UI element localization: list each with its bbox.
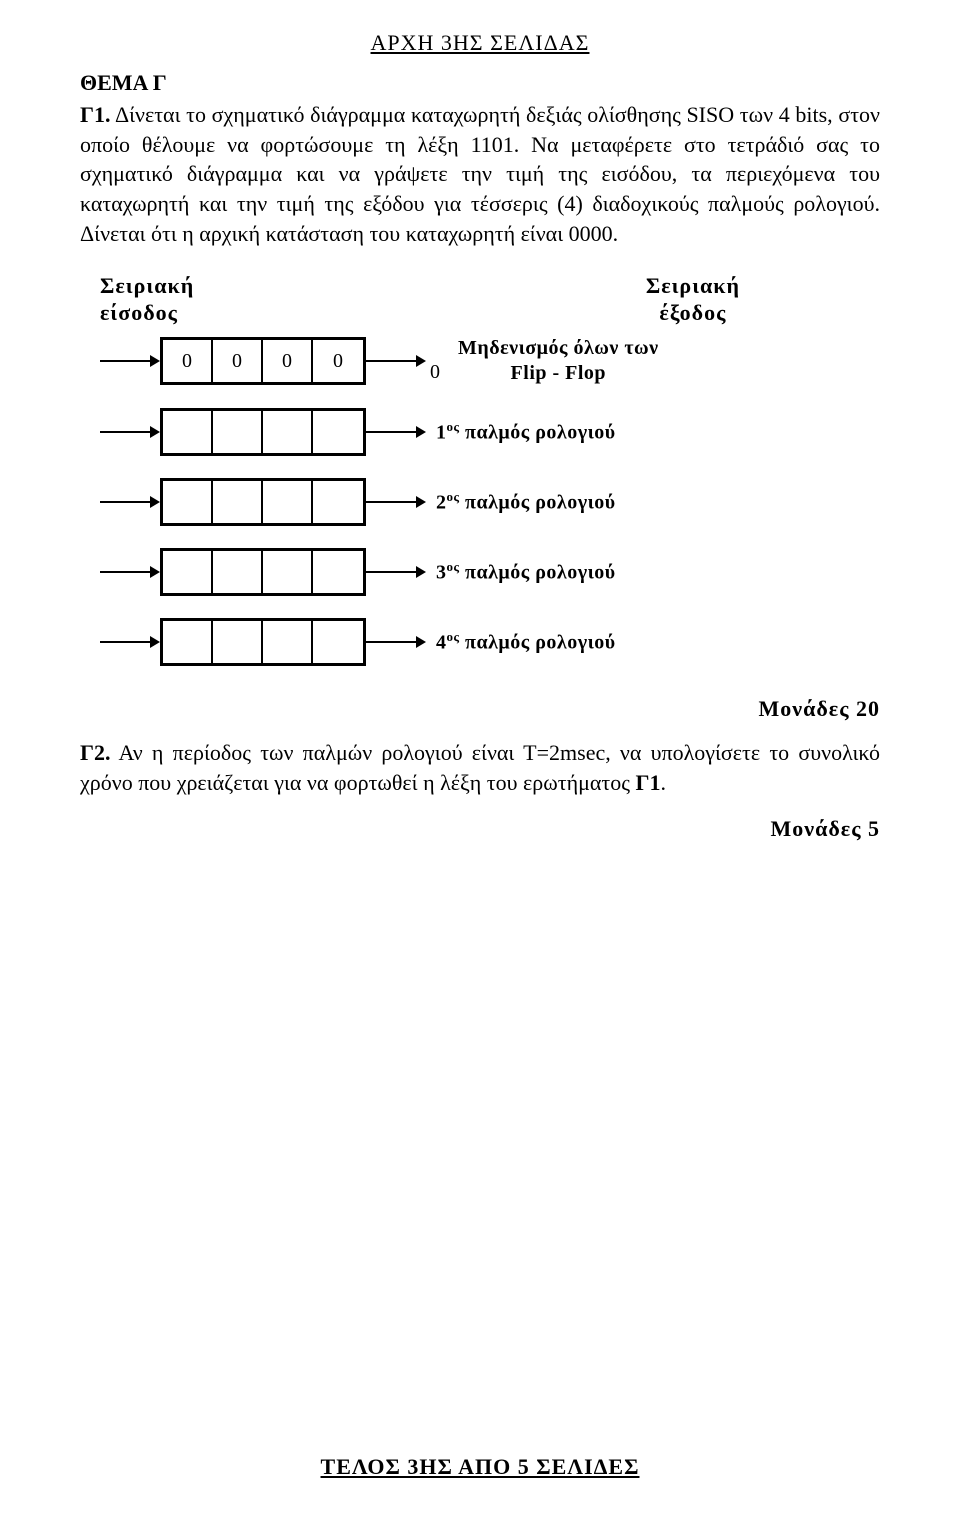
row-label-sup: ος bbox=[447, 629, 460, 644]
page-header: ΑΡΧΗ 3ΗΣ ΣΕΛΙΔΑΣ bbox=[80, 30, 880, 56]
row-label-rest: παλμός ρολογιού bbox=[459, 632, 615, 654]
row-label-ord: 3 bbox=[436, 562, 447, 584]
register-row: 2ος παλμός ρολογιού bbox=[100, 478, 880, 526]
output-value: 0 bbox=[430, 361, 440, 386]
register-box bbox=[160, 548, 366, 596]
g2-paragraph: Γ2. Αν η περίοδος των παλμών ρολογιού εί… bbox=[80, 738, 880, 797]
register-cell bbox=[213, 411, 263, 453]
row-label-rest: παλμός ρολογιού bbox=[459, 562, 615, 584]
row-label: 4ος παλμός ρολογιού bbox=[436, 629, 616, 655]
g2-label: Γ2. bbox=[80, 740, 111, 765]
register-cell: 0 bbox=[313, 340, 363, 382]
register-row: 1ος παλμός ρολογιού bbox=[100, 408, 880, 456]
register-row: 4ος παλμός ρολογιού bbox=[100, 618, 880, 666]
row-label-line2: Flip - Flop bbox=[458, 361, 659, 386]
g1-paragraph: Γ1. Δίνεται το σχηματικό διάγραμμα καταχ… bbox=[80, 100, 880, 248]
points-g2: Μονάδες 5 bbox=[80, 816, 880, 842]
register-box: 0 0 0 0 bbox=[160, 337, 366, 385]
arrow-out-icon bbox=[366, 426, 426, 438]
register-cell bbox=[213, 481, 263, 523]
register-cell bbox=[313, 411, 363, 453]
row-label: 3ος παλμός ρολογιού bbox=[436, 559, 616, 585]
row-label: 1ος παλμός ρολογιού bbox=[436, 419, 616, 445]
g2-text: Αν η περίοδος των παλμών ρολογιού είναι … bbox=[80, 740, 880, 795]
arrow-in-icon bbox=[100, 496, 160, 508]
register-cell bbox=[263, 411, 313, 453]
register-cell bbox=[313, 551, 363, 593]
register-cell bbox=[213, 551, 263, 593]
register-box bbox=[160, 618, 366, 666]
register-cell bbox=[163, 411, 213, 453]
page-footer: ΤΕΛΟΣ 3ΗΣ ΑΠΟ 5 ΣΕΛΙΔΕΣ bbox=[0, 1454, 960, 1480]
register-cell bbox=[213, 621, 263, 663]
register-cell bbox=[313, 621, 363, 663]
io-header: Σειριακή είσοδος Σειριακή έξοδος bbox=[100, 273, 880, 326]
register-cell: 0 bbox=[163, 340, 213, 382]
arrow-out-icon bbox=[366, 496, 426, 508]
output-label: Σειριακή έξοδος bbox=[646, 273, 740, 326]
row-label-ord: 4 bbox=[436, 632, 447, 654]
points-g1: Μονάδες 20 bbox=[80, 696, 880, 722]
arrow-out-icon bbox=[366, 355, 426, 367]
arrow-in-icon bbox=[100, 566, 160, 578]
register-cell bbox=[263, 621, 313, 663]
arrow-in-icon bbox=[100, 426, 160, 438]
g1-text: Δίνεται το σχηματικό διάγραμμα καταχωρητ… bbox=[80, 102, 880, 246]
row-label: Μηδενισμός όλων των Flip - Flop bbox=[458, 336, 659, 386]
row-label-sup: ος bbox=[447, 419, 460, 434]
row-label-rest: παλμός ρολογιού bbox=[459, 422, 615, 444]
theme-title: ΘΕΜΑ Γ bbox=[80, 70, 880, 96]
register-cell bbox=[263, 551, 313, 593]
diagram: Σειριακή είσοδος Σειριακή έξοδος 0 0 0 0… bbox=[80, 273, 880, 666]
input-label-line1: Σειριακή bbox=[100, 273, 194, 299]
row-label-ord: 1 bbox=[436, 422, 447, 444]
output-label-line1: Σειριακή bbox=[646, 273, 740, 299]
arrow-out-icon bbox=[366, 636, 426, 648]
g1-label: Γ1. bbox=[80, 102, 111, 127]
register-cell bbox=[163, 481, 213, 523]
input-label-line2: είσοδος bbox=[100, 300, 194, 326]
register-row: 3ος παλμός ρολογιού bbox=[100, 548, 880, 596]
row-label: 2ος παλμός ρολογιού bbox=[436, 489, 616, 515]
register-box bbox=[160, 478, 366, 526]
register-row: 0 0 0 0 0 Μηδενισμός όλων των Flip - Flo… bbox=[100, 336, 880, 386]
register-cell bbox=[313, 481, 363, 523]
register-cell bbox=[163, 551, 213, 593]
row-label-rest: παλμός ρολογιού bbox=[459, 492, 615, 514]
g2-ref: Γ1 bbox=[635, 770, 660, 795]
register-box bbox=[160, 408, 366, 456]
register-cell: 0 bbox=[263, 340, 313, 382]
output-label-line2: έξοδος bbox=[646, 300, 740, 326]
register-cell bbox=[263, 481, 313, 523]
row-label-line1: Μηδενισμός όλων των bbox=[458, 336, 659, 361]
row-label-sup: ος bbox=[447, 559, 460, 574]
register-cell bbox=[163, 621, 213, 663]
row-label-ord: 2 bbox=[436, 492, 447, 514]
input-label: Σειριακή είσοδος bbox=[100, 273, 194, 326]
arrow-in-icon bbox=[100, 636, 160, 648]
arrow-in-icon bbox=[100, 355, 160, 367]
register-cell: 0 bbox=[213, 340, 263, 382]
g2-dot: . bbox=[660, 770, 666, 795]
row-label-sup: ος bbox=[447, 489, 460, 504]
arrow-out-icon bbox=[366, 566, 426, 578]
